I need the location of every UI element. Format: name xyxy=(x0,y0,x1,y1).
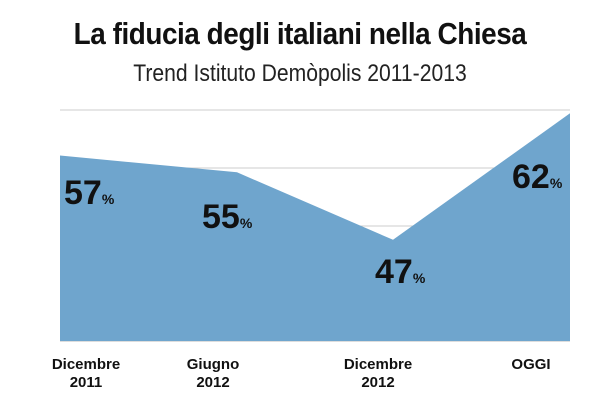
chart-subtitle: Trend Istituto Demòpolis 2011-2013 xyxy=(133,60,467,87)
x-label-2: Giugno 2012 xyxy=(187,356,240,391)
data-label-3: 47% xyxy=(375,253,426,291)
x-label-1: Dicembre 2011 xyxy=(52,356,120,391)
chart-title: La fiducia degli italiani nella Chiesa xyxy=(73,16,527,51)
data-label-4: 62% xyxy=(512,158,563,196)
data-label-1: 57% xyxy=(64,174,115,212)
data-label-2: 55% xyxy=(202,198,253,236)
area-fill xyxy=(60,113,570,341)
x-label-3: Dicembre 2012 xyxy=(344,356,412,391)
area-series xyxy=(60,113,570,341)
x-label-4: OGGI xyxy=(511,356,550,373)
x-axis-labels: Dicembre 2011 Giugno 2012 Dicembre 2012 OGGI xyxy=(52,356,551,391)
data-labels: 57% 55% 47% 62% xyxy=(64,158,563,291)
